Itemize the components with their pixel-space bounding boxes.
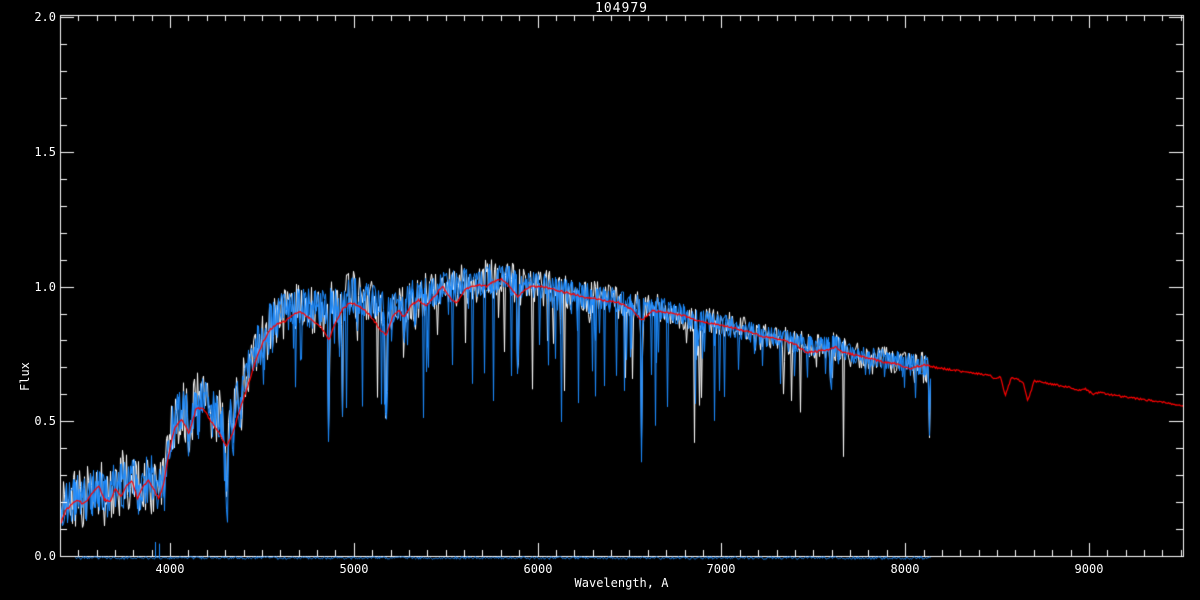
y-tick-label: 2.0 [34,10,56,24]
plot-title: 104979 [595,1,648,16]
y-tick-label: 1.0 [34,280,56,294]
x-tick-label: 9000 [1074,562,1104,576]
x-tick-label: 6000 [523,562,553,576]
x-tick-label: 8000 [890,562,920,576]
y-tick-label: 0.5 [34,414,56,428]
y-tick-label: 1.5 [34,145,56,159]
y-tick-label: 0.0 [34,549,56,563]
x-tick-label: 5000 [339,562,369,576]
x-axis-label: Wavelength, A [574,576,669,590]
y-axis-label: Flux [18,362,32,391]
x-tick-label: 4000 [155,562,185,576]
x-tick-label: 7000 [706,562,736,576]
